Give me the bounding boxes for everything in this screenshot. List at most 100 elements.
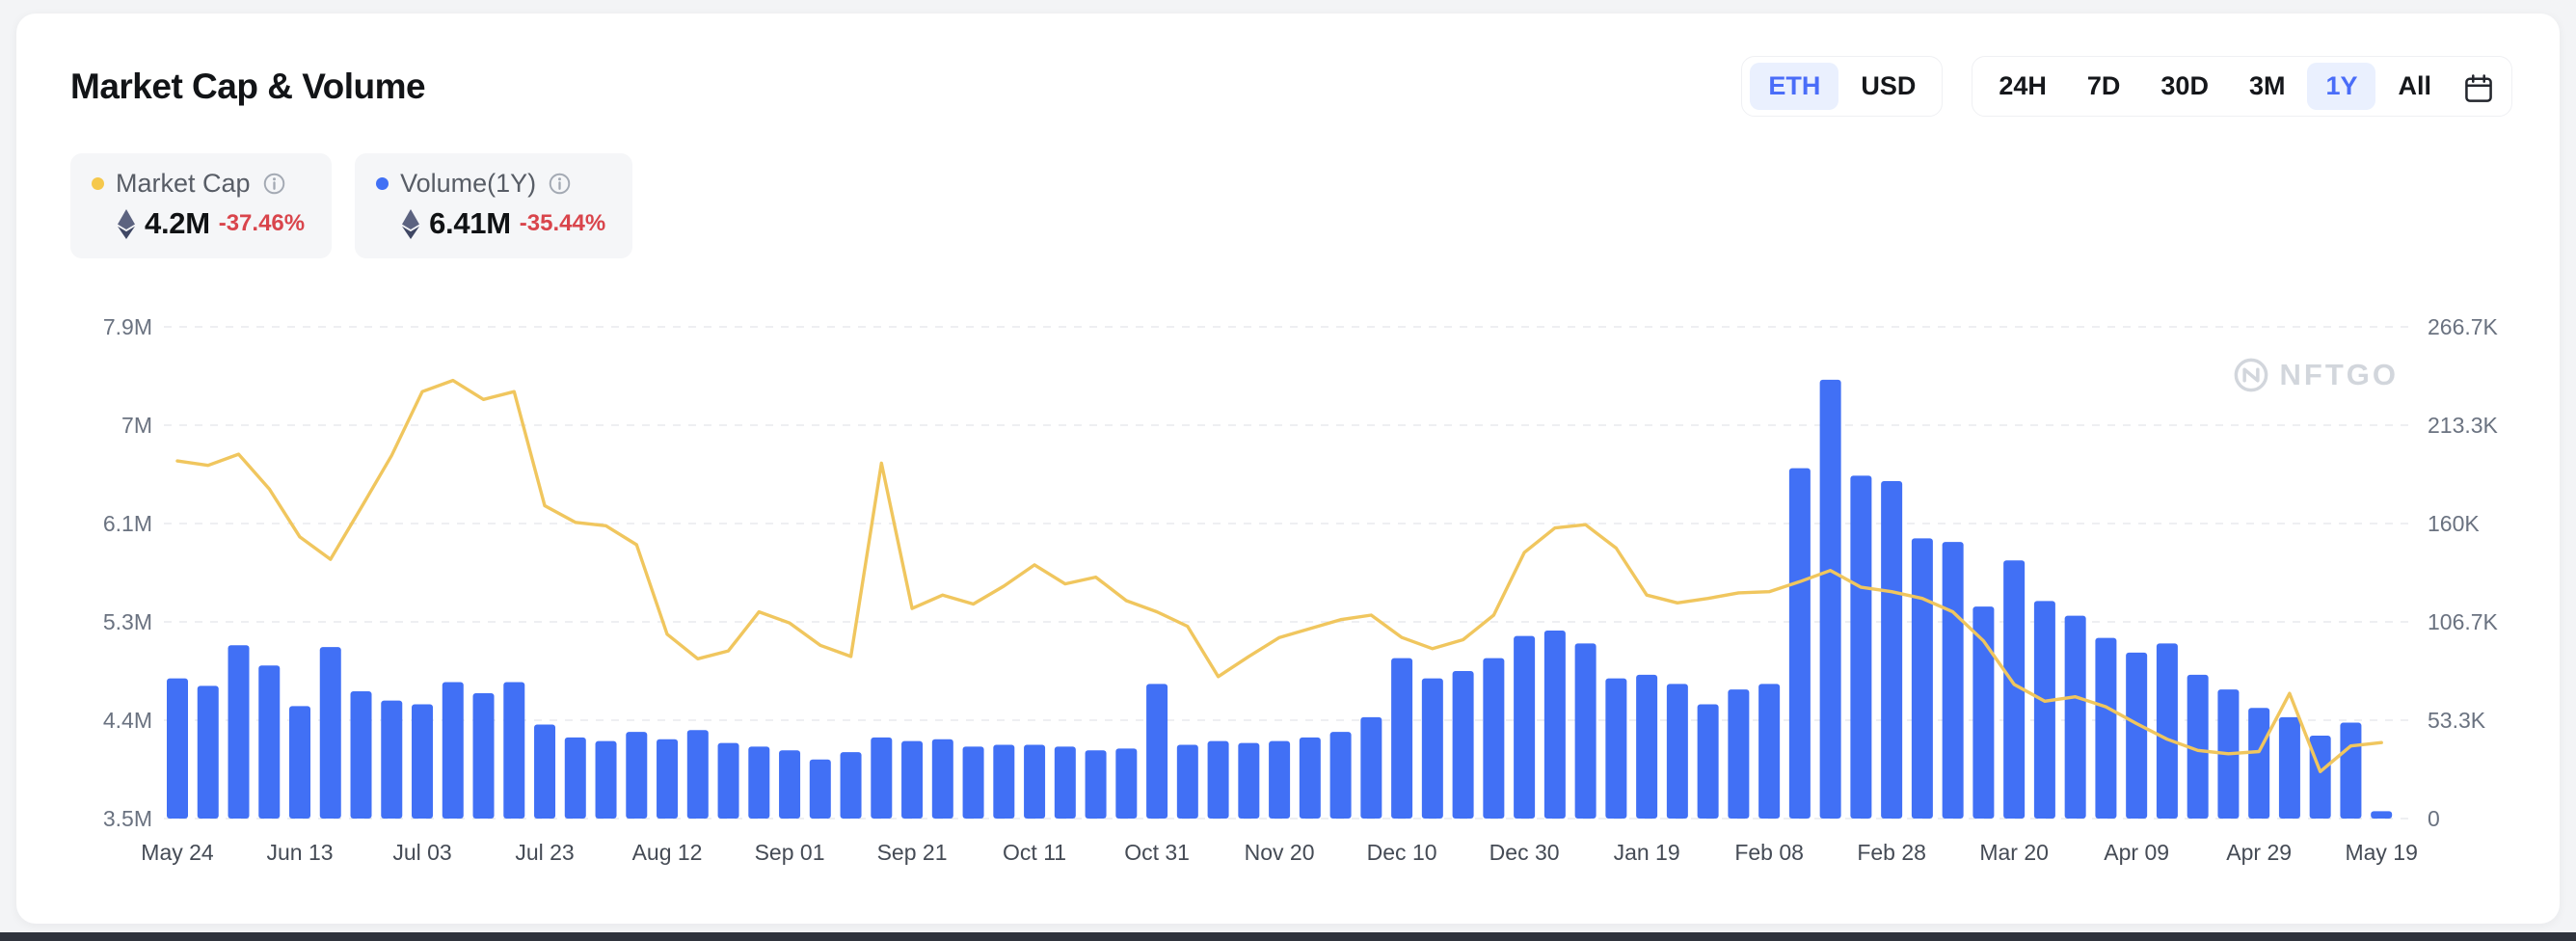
market-cap-line xyxy=(175,378,2383,773)
volume-bar[interactable] xyxy=(2095,637,2117,819)
y-axis-label-left: 7.9M xyxy=(103,314,152,339)
volume-bar[interactable] xyxy=(1238,742,1260,819)
volume-bar[interactable] xyxy=(901,740,924,819)
volume-bar[interactable] xyxy=(1024,744,1046,819)
volume-bar[interactable] xyxy=(1972,606,1995,819)
volume-bar[interactable] xyxy=(1697,704,1719,819)
chart-area: 7.9M 266.7K 7M 213.3K 6.1M 160K 5.3M 106.7K 4.4M… xyxy=(64,303,2512,887)
volume-bar[interactable] xyxy=(657,739,679,819)
volume-bar[interactable] xyxy=(1605,678,1627,819)
range-3m-button[interactable]: 3M xyxy=(2231,63,2304,110)
volume-bar[interactable] xyxy=(1054,746,1076,819)
y-axis-label-right: 0 xyxy=(2428,806,2440,831)
volume-bar[interactable] xyxy=(319,647,341,819)
volume-bar[interactable] xyxy=(748,746,770,819)
nftgo-watermark: NFTGO xyxy=(2233,357,2400,393)
volume-bar[interactable] xyxy=(1085,750,1107,819)
volume-bar[interactable] xyxy=(1360,716,1382,819)
market-cap-dot xyxy=(92,177,104,190)
volume-bar[interactable] xyxy=(1788,468,1811,819)
volume-bar[interactable] xyxy=(1758,684,1781,819)
volume-bar[interactable] xyxy=(1850,475,1872,819)
x-axis-label: Nov 20 xyxy=(1245,840,1315,865)
volume-bar[interactable] xyxy=(1514,635,1536,819)
x-axis-label: Sep 21 xyxy=(877,840,948,865)
info-icon[interactable] xyxy=(548,172,572,196)
volume-bar[interactable] xyxy=(412,704,434,819)
legend-item-volume[interactable]: Volume(1Y) 6.41M -35.44% xyxy=(355,153,633,258)
volume-bar[interactable] xyxy=(197,686,219,819)
volume-bar[interactable] xyxy=(2187,674,2209,819)
volume-bar[interactable] xyxy=(1207,740,1229,819)
volume-bar[interactable] xyxy=(2003,560,2026,819)
volume-bar[interactable] xyxy=(350,691,372,819)
x-axis-label: Aug 12 xyxy=(632,840,703,865)
y-axis-label-left: 3.5M xyxy=(103,806,152,831)
volume-bar[interactable] xyxy=(1269,740,1291,819)
volume-bar[interactable] xyxy=(1452,671,1474,819)
y-axis-label-left: 5.3M xyxy=(103,609,152,634)
volume-bar[interactable] xyxy=(2340,722,2362,819)
volume-bar[interactable] xyxy=(167,678,188,819)
volume-bar[interactable] xyxy=(626,732,648,819)
volume-bar[interactable] xyxy=(2126,652,2148,819)
range-24h-button[interactable]: 24H xyxy=(1980,63,2065,110)
volume-bar[interactable] xyxy=(717,742,739,819)
volume-bar[interactable] xyxy=(289,706,311,819)
range-all-button[interactable]: All xyxy=(2379,63,2450,110)
volume-bar[interactable] xyxy=(1543,630,1566,819)
info-icon[interactable] xyxy=(262,172,286,196)
volume-bar[interactable] xyxy=(993,744,1015,819)
volume-bar[interactable] xyxy=(2371,811,2393,819)
y-axis-label-right: 160K xyxy=(2428,511,2480,536)
range-30d-button[interactable]: 30D xyxy=(2142,63,2227,110)
volume-bar[interactable] xyxy=(228,645,250,819)
volume-bar[interactable] xyxy=(1176,744,1198,819)
volume-bar[interactable] xyxy=(2278,716,2300,819)
volume-bar[interactable] xyxy=(2033,601,2055,819)
volume-bar[interactable] xyxy=(595,740,617,819)
volume-bar[interactable] xyxy=(962,746,984,819)
x-axis-label: Feb 08 xyxy=(1734,840,1804,865)
volume-bar[interactable] xyxy=(1666,684,1688,819)
calendar-button[interactable] xyxy=(2454,67,2504,106)
volume-bar[interactable] xyxy=(1819,379,1841,819)
volume-bar[interactable] xyxy=(1574,643,1597,819)
volume-bar[interactable] xyxy=(1146,684,1168,819)
volume-bar[interactable] xyxy=(381,700,403,819)
range-7d-button[interactable]: 7D xyxy=(2069,63,2139,110)
volume-bar[interactable] xyxy=(442,682,464,819)
volume-bar[interactable] xyxy=(1391,658,1413,819)
volume-bar[interactable] xyxy=(503,682,525,819)
volume-bar[interactable] xyxy=(1728,689,1750,819)
volume-bar[interactable] xyxy=(2309,735,2331,819)
volume-bar[interactable] xyxy=(1421,678,1443,819)
volume-bar[interactable] xyxy=(1115,748,1138,819)
range-1y-button[interactable]: 1Y xyxy=(2307,63,2376,110)
volume-bar[interactable] xyxy=(686,730,709,819)
currency-usd-button[interactable]: USD xyxy=(1842,63,1934,110)
volume-bar[interactable] xyxy=(809,759,831,819)
card-header: Market Cap & Volume ETH USD 24H 7D 30D 3M 1Y A… xyxy=(16,13,2560,117)
volume-bar[interactable] xyxy=(258,665,281,819)
volume-bar[interactable] xyxy=(472,692,495,819)
volume-bar[interactable] xyxy=(1299,737,1321,819)
currency-eth-button[interactable]: ETH xyxy=(1750,63,1839,110)
volume-bar[interactable] xyxy=(840,752,862,819)
volume-bar[interactable] xyxy=(1881,481,1903,819)
volume-bar[interactable] xyxy=(779,750,801,819)
volume-bar[interactable] xyxy=(1329,732,1352,819)
y-axis-label-right: 213.3K xyxy=(2428,413,2499,438)
volume-bar[interactable] xyxy=(1911,538,1933,819)
volume-bar[interactable] xyxy=(2248,708,2270,819)
volume-bar[interactable] xyxy=(2156,643,2178,819)
volume-bar[interactable] xyxy=(1483,658,1505,819)
volume-bar[interactable] xyxy=(931,739,953,819)
volume-bar[interactable] xyxy=(1942,542,1964,819)
legend-item-market-cap[interactable]: Market Cap 4.2M -37.46% xyxy=(70,153,333,258)
volume-bar[interactable] xyxy=(564,737,586,819)
volume-bar[interactable] xyxy=(871,737,893,819)
volume-bar[interactable] xyxy=(2064,615,2086,819)
volume-bar[interactable] xyxy=(534,724,556,819)
volume-bar[interactable] xyxy=(1636,674,1658,819)
